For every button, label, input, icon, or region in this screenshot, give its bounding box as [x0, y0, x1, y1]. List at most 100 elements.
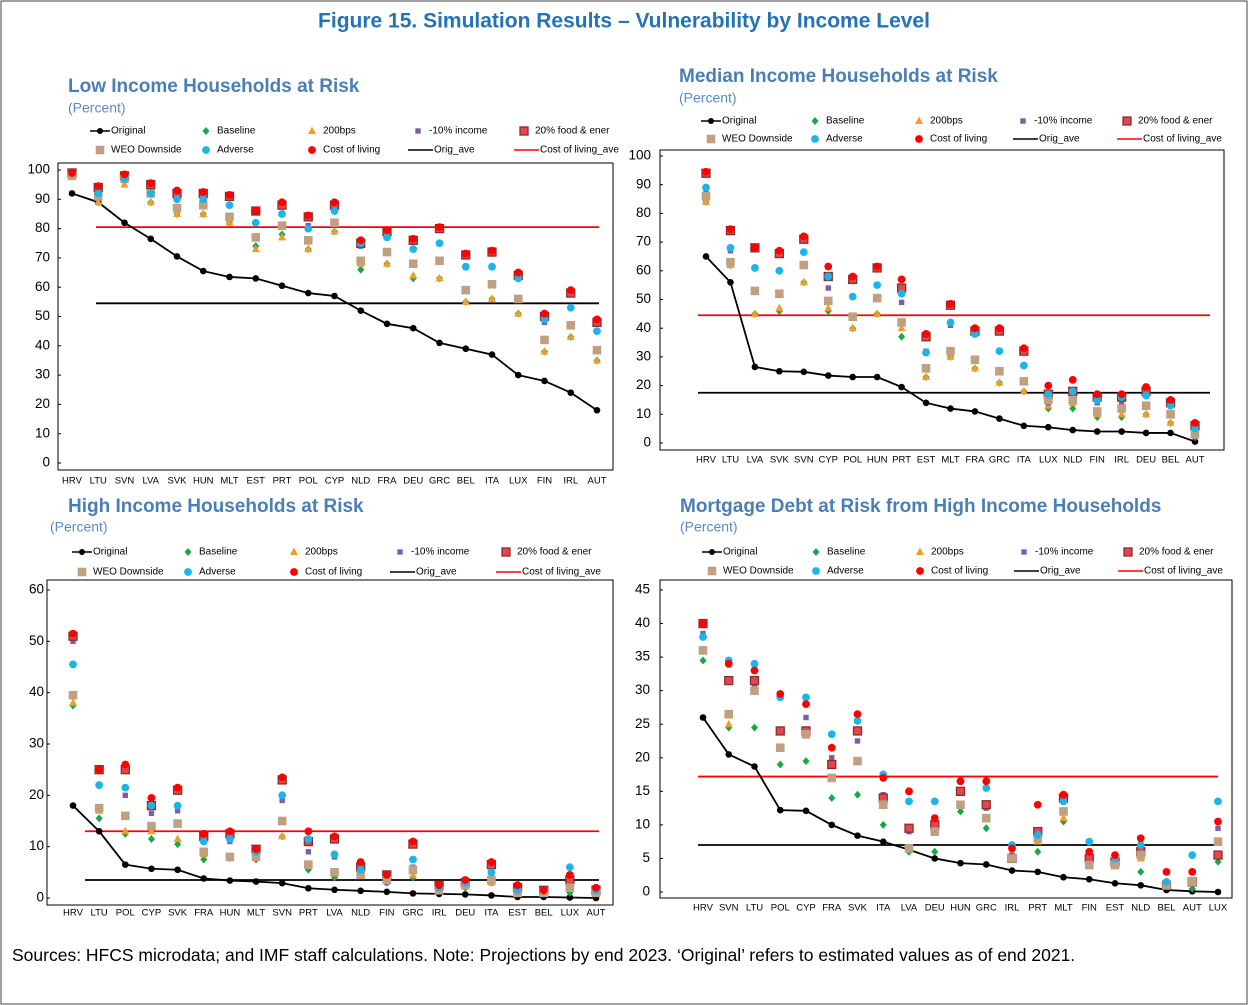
data-point: [1136, 850, 1146, 860]
data-point: [383, 259, 391, 267]
x-tick-label: LVA: [747, 455, 764, 466]
x-tick-label: EST: [917, 455, 936, 466]
legend-marker: [501, 547, 511, 557]
data-point: [488, 262, 496, 271]
y-tick-label: 30: [29, 736, 44, 751]
data-point: [408, 870, 417, 878]
data-point: [854, 790, 861, 799]
x-tick-label: ITA: [876, 903, 891, 914]
legend-label: -10% income: [1035, 547, 1094, 558]
x-tick-label: PRT: [1028, 903, 1047, 914]
x-tick-label: POL: [771, 903, 790, 914]
data-point: [461, 285, 471, 295]
data-point: [996, 415, 1003, 422]
data-point: [69, 660, 77, 669]
legend-label: -10% income: [1034, 116, 1093, 127]
legend-label: Orig_ave: [1039, 134, 1080, 145]
data-point: [1213, 850, 1223, 860]
y-tick-label: 10: [29, 838, 44, 853]
x-tick-label: PRT: [273, 476, 292, 487]
data-point: [592, 345, 602, 355]
legend-label: WEO Downside: [93, 567, 164, 578]
legend-label: Cost of living: [305, 567, 362, 578]
x-tick-label: LVA: [901, 903, 918, 914]
data-point: [225, 201, 234, 210]
data-point: [1008, 844, 1016, 853]
data-point: [1085, 847, 1094, 856]
x-tick-label: SVN: [115, 476, 135, 487]
note: Sources: HFCS microdata; and IMF staff c…: [12, 945, 1076, 965]
data-point: [824, 262, 833, 271]
data-point: [357, 265, 365, 274]
legend-marker: [1122, 116, 1132, 126]
x-tick-label: FRA: [822, 903, 842, 914]
data-point: [330, 850, 339, 859]
chart-subtitle: (Percent): [50, 519, 108, 535]
y-tick-label: 30: [35, 367, 50, 382]
data-point: [488, 294, 496, 302]
data-point: [1191, 424, 1199, 433]
x-tick-label: ITA: [1017, 455, 1032, 466]
data-point: [540, 315, 549, 324]
data-point: [873, 309, 882, 317]
data-point: [1166, 401, 1175, 410]
legend-label: Baseline: [826, 116, 865, 127]
data-point: [1142, 429, 1150, 437]
data-point: [776, 760, 784, 769]
data-point: [853, 710, 862, 719]
legend-label: 200bps: [930, 116, 963, 127]
data-point: [776, 367, 783, 375]
data-point: [147, 794, 156, 802]
data-point: [981, 800, 991, 810]
x-tick-label: IRL: [563, 476, 578, 487]
data-point: [330, 832, 339, 841]
data-point: [1019, 376, 1029, 386]
data-point: [921, 364, 931, 373]
data-point: [1085, 837, 1094, 846]
data-point: [1191, 438, 1199, 445]
data-point: [121, 219, 128, 227]
data-point: [278, 210, 286, 218]
chart-subtitle: (Percent): [679, 90, 737, 106]
y-tick-label: 30: [636, 348, 651, 363]
data-point: [775, 289, 784, 299]
data-point: [408, 259, 418, 269]
data-point: [1191, 419, 1199, 427]
data-point: [1214, 817, 1222, 826]
legend-label: Cost of living: [931, 566, 988, 577]
data-point: [702, 253, 710, 260]
x-tick-label: HRV: [696, 455, 717, 466]
data-point: [226, 877, 234, 884]
plot-frame: [46, 579, 614, 906]
data-point: [726, 225, 735, 234]
legend-marker: [915, 116, 923, 124]
data-point: [120, 170, 129, 179]
data-point: [304, 224, 313, 233]
x-tick-label: LUX: [1209, 903, 1228, 914]
legend-label: Cost of living_ave: [522, 567, 601, 578]
x-tick-label: AUT: [1183, 903, 1202, 914]
x-tick-label: IRL: [1005, 903, 1020, 914]
data-point: [1068, 375, 1077, 384]
data-point: [435, 273, 444, 282]
data-point: [304, 835, 313, 843]
data-point: [225, 212, 234, 222]
data-point: [1069, 404, 1077, 413]
legend-marker: [707, 566, 717, 576]
x-tick-label: SVK: [167, 476, 187, 487]
data-point: [1019, 361, 1028, 370]
data-point: [331, 292, 338, 300]
data-point: [226, 835, 234, 843]
x-tick-label: LVA: [326, 908, 343, 919]
data-point: [971, 330, 979, 338]
data-point: [750, 659, 759, 668]
data-point: [699, 714, 707, 721]
data-point: [487, 868, 496, 877]
data-point: [593, 406, 601, 414]
data-point: [749, 675, 760, 686]
data-point: [981, 813, 991, 823]
legend-marker: [916, 547, 924, 555]
data-point: [199, 209, 208, 217]
data-point: [68, 190, 76, 197]
data-point: [802, 807, 810, 815]
